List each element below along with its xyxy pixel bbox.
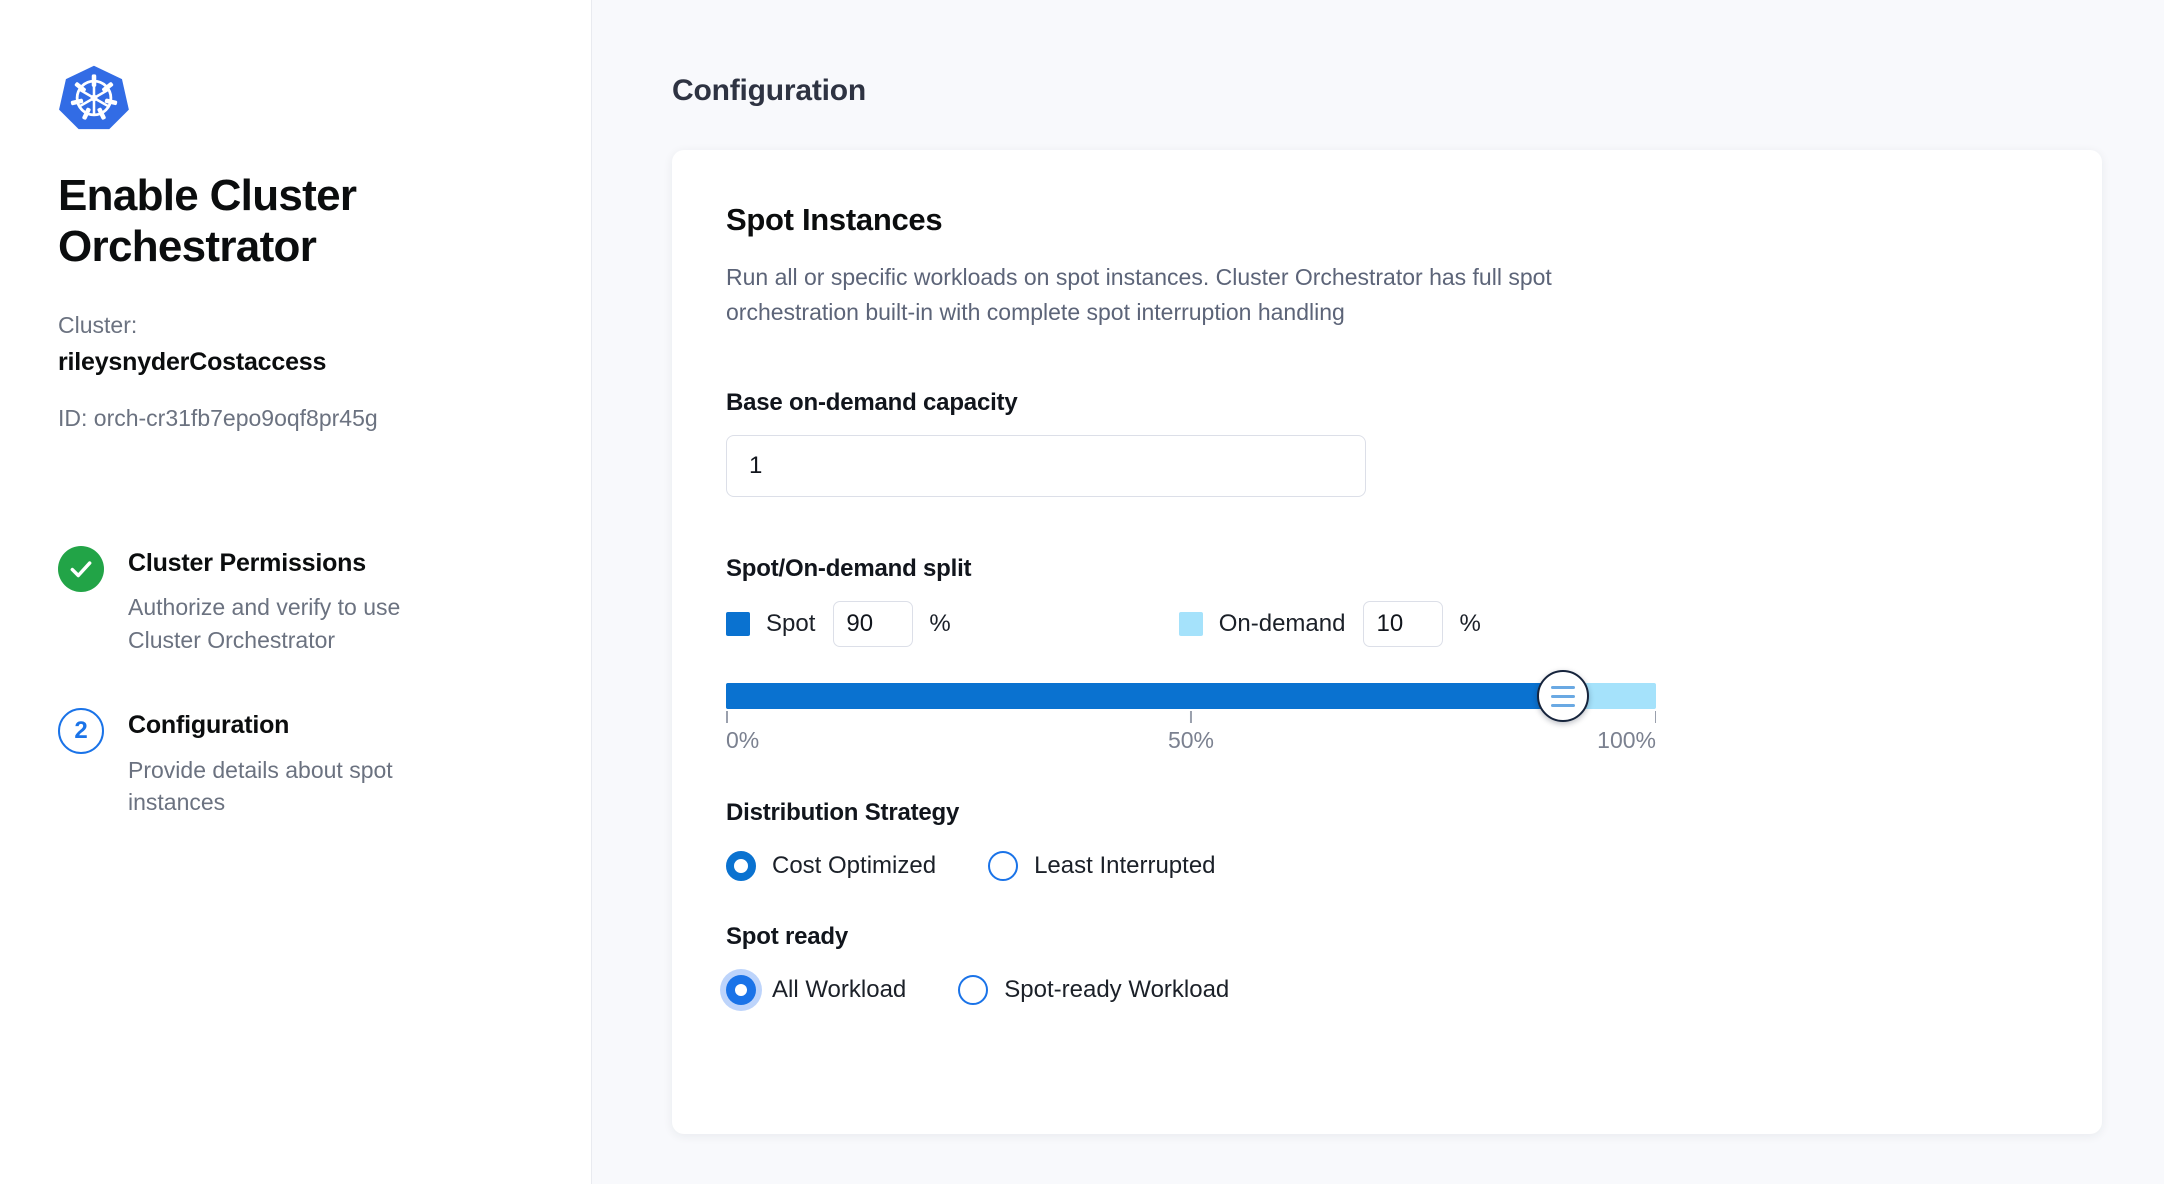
page-title: Enable Cluster Orchestrator bbox=[58, 171, 357, 272]
slider-tick-mid: 50% bbox=[1168, 711, 1214, 754]
ondemand-color-swatch-icon bbox=[1178, 612, 1203, 636]
radio-selected-icon[interactable] bbox=[726, 851, 756, 881]
drag-handle-icon-line bbox=[1551, 703, 1575, 707]
ondemand-percent-sign: % bbox=[1459, 610, 1481, 637]
spot-percent-sign: % bbox=[929, 610, 951, 637]
radio-selected-icon[interactable] bbox=[726, 975, 756, 1005]
radio-unselected-icon[interactable] bbox=[988, 851, 1019, 881]
spot-color-swatch-icon bbox=[726, 612, 750, 636]
spot-instances-card: Spot Instances Run all or specific workl… bbox=[672, 150, 2102, 1134]
drag-handle-icon-line bbox=[1551, 694, 1575, 698]
steps-list: Cluster Permissions Authorize and verify… bbox=[58, 544, 534, 819]
distribution-strategy-label: Distribution Strategy bbox=[726, 799, 960, 826]
ondemand-label: On-demand bbox=[1218, 610, 1346, 637]
slider-handle[interactable] bbox=[1537, 670, 1589, 722]
step-number-badge: 2 bbox=[58, 708, 104, 755]
drag-handle-icon-line bbox=[1551, 685, 1575, 689]
slider-track[interactable] bbox=[726, 670, 1656, 722]
cluster-id: ID: orch-cr31fb7epo9oqf8pr45g bbox=[58, 404, 378, 431]
main-content: Configuration Spot Instances Run all or … bbox=[592, 0, 2164, 1184]
base-capacity-input[interactable] bbox=[726, 435, 1366, 497]
cluster-name: rileysnyderCostaccess bbox=[58, 347, 327, 376]
card-title: Spot Instances bbox=[726, 202, 943, 237]
step-title: Configuration bbox=[128, 711, 290, 740]
radio-all-workload[interactable]: All Workload bbox=[726, 975, 906, 1005]
kubernetes-icon bbox=[59, 65, 129, 130]
cluster-label: Cluster: bbox=[58, 312, 138, 339]
distribution-strategy-options: Cost Optimized Least Interrupted bbox=[726, 851, 2048, 881]
split-inputs-row: Spot % On-demand % bbox=[726, 601, 2048, 647]
step-title: Cluster Permissions bbox=[128, 548, 366, 577]
spot-ready-label: Spot ready bbox=[726, 923, 849, 950]
slider-tick-max: 100% bbox=[1597, 711, 1656, 754]
radio-unselected-icon[interactable] bbox=[958, 975, 989, 1005]
ondemand-split-group: On-demand % bbox=[1178, 601, 1481, 647]
spot-label: Spot bbox=[766, 610, 816, 637]
split-label: Spot/On-demand split bbox=[726, 555, 972, 582]
radio-least-interrupted[interactable]: Least Interrupted bbox=[988, 851, 1216, 881]
main-heading: Configuration bbox=[672, 74, 867, 107]
split-slider[interactable]: 0% 50% 100% bbox=[726, 670, 1656, 757]
check-icon bbox=[58, 545, 104, 592]
card-description: Run all or specific workloads on spot in… bbox=[726, 264, 1552, 325]
spot-split-group: Spot % bbox=[726, 601, 951, 647]
radio-spot-ready-workload[interactable]: Spot-ready Workload bbox=[958, 975, 1229, 1005]
base-capacity-label: Base on-demand capacity bbox=[726, 389, 1018, 416]
spot-percent-input[interactable] bbox=[833, 601, 914, 647]
spot-ready-options: All Workload Spot-ready Workload bbox=[726, 975, 2048, 1005]
step-cluster-permissions[interactable]: Cluster Permissions Authorize and verify… bbox=[58, 544, 534, 657]
slider-tick-min: 0% bbox=[726, 711, 759, 754]
step-configuration[interactable]: 2 Configuration Provide details about sp… bbox=[58, 706, 534, 819]
radio-cost-optimized[interactable]: Cost Optimized bbox=[726, 851, 936, 881]
slider-track-fill bbox=[726, 683, 1563, 709]
step-description: Authorize and verify to use Cluster Orch… bbox=[128, 594, 401, 653]
step-description: Provide details about spot instances bbox=[128, 756, 393, 816]
ondemand-percent-input[interactable] bbox=[1363, 601, 1444, 647]
sidebar: Enable Cluster Orchestrator Cluster: ril… bbox=[0, 0, 592, 1184]
slider-ticks: 0% 50% 100% bbox=[726, 711, 1656, 757]
